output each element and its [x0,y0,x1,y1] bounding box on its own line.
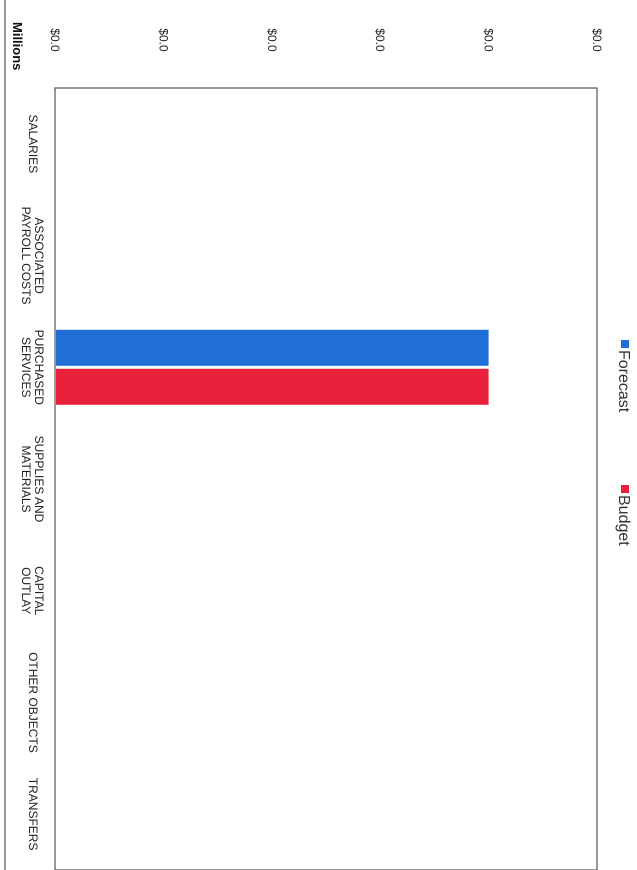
category-label: SUPPLIES AND [32,436,46,523]
category-label: ASSOCIATED [32,217,46,294]
plot-area [54,87,598,870]
value-tick-label: $0.0 [373,28,387,52]
bar-forecast [56,329,489,366]
category-label: SERVICES [19,337,33,397]
chart-body: Millions $0.0 $0.0 $0.0 $0.0 $0.0 $0.0 SALARI… [4,0,632,870]
category-label: SALARIES [26,115,40,174]
legend-swatch-budget [621,485,629,493]
value-tick-label: $0.0 [156,28,170,52]
category-label: OUTLAY [19,567,33,614]
category-label: OTHER OBJECTS [26,652,40,753]
legend: Forecast Budget [615,340,632,546]
value-tick-label: $0.0 [48,28,62,52]
category-label: MATERIALS [19,445,33,512]
value-tick-label: $0.0 [590,28,604,52]
bars [56,329,489,405]
value-tick-label: $0.0 [265,28,279,52]
legend-swatch-forecast [621,340,629,348]
category-label: TRANSFERS [26,778,40,851]
legend-label-budget: Budget [615,495,632,546]
category-label: PAYROLL COSTS [19,207,33,305]
value-tick-label: $0.0 [482,28,496,52]
category-label: CAPITAL [32,566,46,615]
category-label: PURCHASED [32,330,46,406]
legend-label-forecast: Forecast [615,350,632,413]
units-label: Millions [10,22,25,70]
value-axis: $0.0 $0.0 $0.0 $0.0 $0.0 $0.0 [48,28,604,52]
bar-budget [56,368,489,405]
